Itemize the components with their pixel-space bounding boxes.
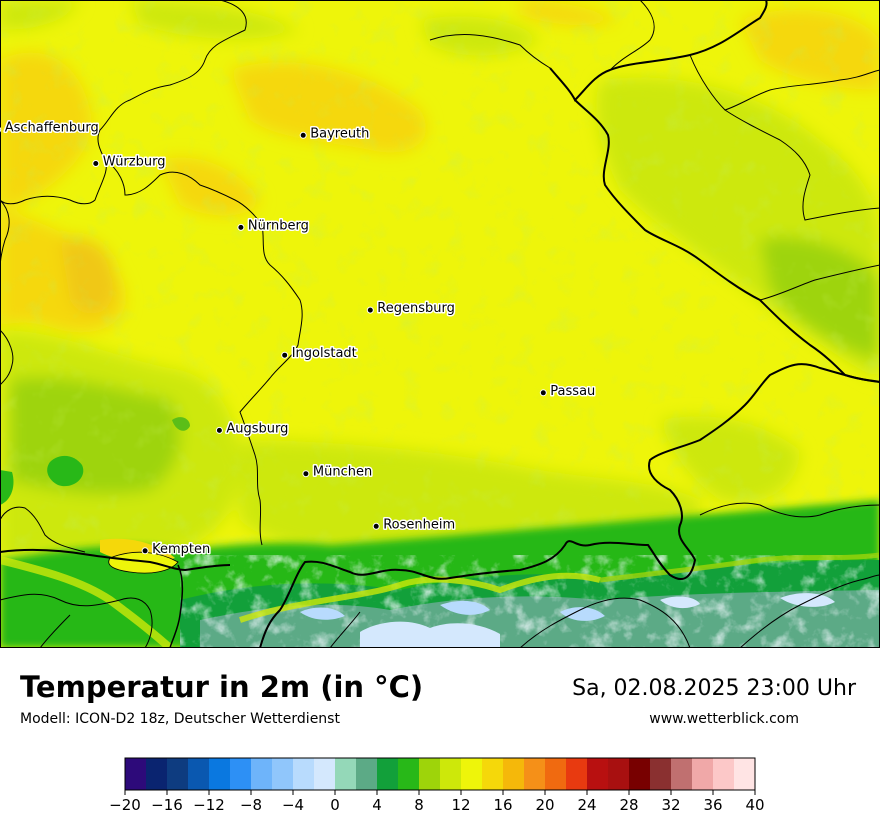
legend-bin xyxy=(461,758,483,790)
city-kempten: Kempten xyxy=(141,540,212,558)
legend-bin xyxy=(272,758,294,790)
city-label: Regensburg xyxy=(377,301,455,316)
legend-tick-label: 32 xyxy=(661,796,680,814)
city-würzburg: Würzburg xyxy=(92,153,167,171)
legend-tick-label: 28 xyxy=(619,796,638,814)
city-markers: Aschaffenburg Würzburg Bayreuth Nürnberg Reg… xyxy=(0,119,597,558)
city-dot xyxy=(237,223,245,231)
city-dot xyxy=(539,389,547,397)
website-link[interactable]: www.wetterblick.com xyxy=(649,711,799,727)
legend-bin xyxy=(545,758,567,790)
city-rosenheim: Rosenheim xyxy=(372,516,457,534)
legend-tick-label: −16 xyxy=(151,796,183,814)
temperature-map: Aschaffenburg Würzburg Bayreuth Nürnberg Reg… xyxy=(0,0,880,648)
model-info: Modell: ICON-D2 18z, Deutscher Wetterdie… xyxy=(20,711,340,727)
city-dot xyxy=(92,160,100,167)
legend-bin xyxy=(482,758,504,790)
city-dot xyxy=(141,547,149,555)
legend-tick-label: 8 xyxy=(414,796,424,814)
city-aschaffenburg: Aschaffenburg xyxy=(0,119,100,137)
color-legend: −20 −16 −12 −8 −4 0 4 8 12 16 20 24 28 32 36 40 xyxy=(110,757,765,814)
legend-tick-label: −20 xyxy=(110,796,141,814)
legend-tick-label: 24 xyxy=(577,796,596,814)
city-label: Passau xyxy=(550,384,595,399)
legend-tick-label: 20 xyxy=(535,796,554,814)
legend-bin xyxy=(419,758,441,790)
legend-bin xyxy=(293,758,315,790)
city-label: Bayreuth xyxy=(310,126,369,141)
legend-bin xyxy=(167,758,189,790)
legend-bin xyxy=(188,758,210,790)
borders xyxy=(0,0,880,648)
city-bayreuth: Bayreuth xyxy=(299,125,371,143)
legend-tick-label: 12 xyxy=(451,796,470,814)
city-dot xyxy=(366,306,374,314)
legend-tick-label: 16 xyxy=(493,796,512,814)
city-dot xyxy=(0,126,2,133)
city-passau: Passau xyxy=(539,382,597,400)
city-label: Rosenheim xyxy=(383,517,455,532)
city-ingolstadt: Ingolstadt xyxy=(281,345,358,363)
legend-bin xyxy=(209,758,231,790)
legend-bin xyxy=(587,758,609,790)
legend-bin xyxy=(524,758,546,790)
city-dot xyxy=(215,426,223,434)
city-nürnberg: Nürnberg xyxy=(237,217,310,235)
legend-bin xyxy=(398,758,420,790)
city-regensburg: Regensburg xyxy=(366,300,456,318)
city-dot xyxy=(302,470,310,478)
legend-bin xyxy=(440,758,462,790)
legend-bin xyxy=(230,758,252,790)
city-label: Ingolstadt xyxy=(292,346,357,361)
legend-bin xyxy=(566,758,588,790)
city-label: München xyxy=(313,465,372,480)
green-patches xyxy=(0,417,190,505)
legend-bin xyxy=(314,758,336,790)
city-label: Aschaffenburg xyxy=(5,121,99,136)
forecast-datetime: Sa, 02.08.2025 23:00 Uhr xyxy=(572,676,856,701)
legend-bin xyxy=(377,758,399,790)
city-dot xyxy=(281,351,289,359)
legend-bin xyxy=(629,758,651,790)
city-label: Augsburg xyxy=(226,421,288,436)
city-label: Würzburg xyxy=(103,155,166,170)
legend-bin xyxy=(146,758,168,790)
legend-bin xyxy=(251,758,273,790)
city-augsburg: Augsburg xyxy=(215,420,290,438)
legend-tick-label: −4 xyxy=(282,796,304,814)
legend-tick-label: −8 xyxy=(240,796,262,814)
legend-tick-label: 4 xyxy=(372,796,382,814)
alpine-region xyxy=(0,500,880,648)
legend-bin xyxy=(671,758,693,790)
legend-bin xyxy=(608,758,630,790)
legend-bin xyxy=(356,758,378,790)
city-münchen: München xyxy=(302,463,374,481)
city-dot xyxy=(299,131,307,139)
legend-tick-label: −12 xyxy=(193,796,225,814)
city-dot xyxy=(372,522,380,530)
legend-tick-label: 36 xyxy=(703,796,722,814)
city-label: Kempten xyxy=(152,542,210,557)
legend-tick-label: 40 xyxy=(745,796,764,814)
legend-bin xyxy=(650,758,672,790)
legend-bin xyxy=(503,758,525,790)
legend-bin xyxy=(692,758,714,790)
legend-bin xyxy=(125,758,147,790)
legend-tick-label: 0 xyxy=(330,796,340,814)
city-label: Nürnberg xyxy=(248,218,309,233)
legend-bin xyxy=(713,758,735,790)
legend-bin xyxy=(335,758,357,790)
legend-bin xyxy=(734,758,756,790)
map-title: Temperatur in 2m (in °C) xyxy=(20,670,424,704)
